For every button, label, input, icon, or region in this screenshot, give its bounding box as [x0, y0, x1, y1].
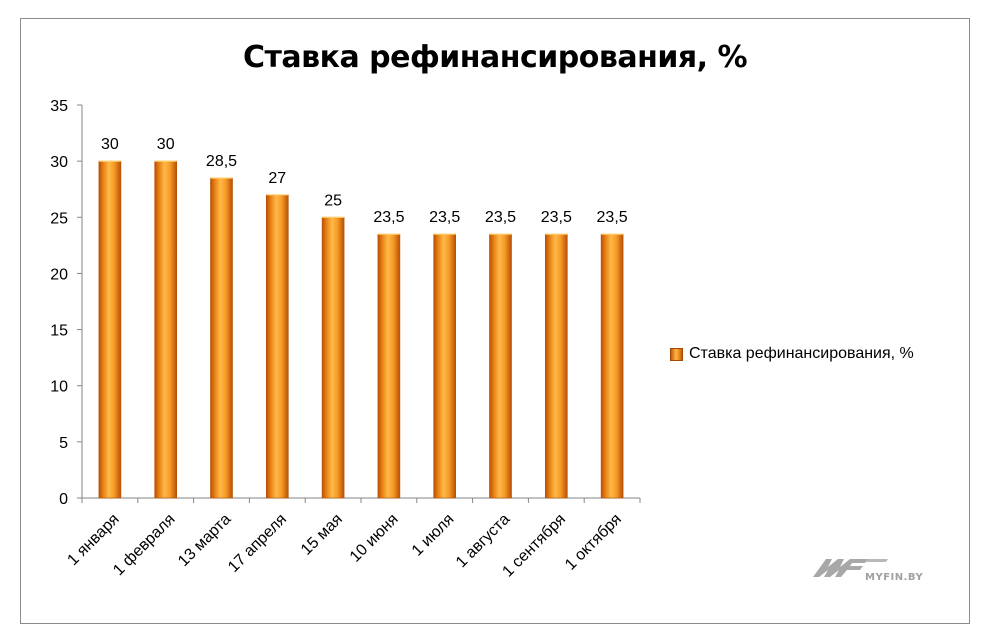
y-tick-label: 35 — [50, 98, 68, 115]
data-label: 23,5 — [541, 209, 572, 226]
bar — [433, 233, 457, 499]
legend: Ставка рефинансирования, % — [670, 345, 914, 363]
data-label: 25 — [324, 192, 342, 209]
y-tick-label: 30 — [50, 154, 68, 171]
y-tick-label: 15 — [50, 323, 68, 340]
y-tick-label: 25 — [50, 210, 68, 227]
bar — [154, 160, 177, 499]
legend-swatch — [670, 347, 683, 361]
x-tick-label: 15 мая — [298, 511, 346, 559]
data-label: 23,5 — [597, 209, 628, 226]
bar — [321, 216, 345, 499]
data-label: 28,5 — [206, 153, 237, 170]
bar — [265, 194, 289, 499]
y-tick-label: 10 — [50, 379, 68, 396]
data-label: 23,5 — [373, 209, 404, 226]
bar — [377, 233, 401, 499]
x-tick-label: 1 октября — [562, 511, 625, 574]
data-label: 23,5 — [485, 209, 516, 226]
x-tick-label: 1 июля — [409, 511, 458, 560]
bars — [98, 160, 624, 499]
bar — [98, 160, 122, 499]
x-tick-label: 10 июня — [347, 511, 402, 566]
data-label: 30 — [157, 136, 175, 153]
x-tick-label: 17 апреля — [225, 511, 290, 576]
bar — [210, 177, 233, 499]
watermark-text: MYFIN.BY — [865, 572, 924, 583]
bar — [544, 233, 568, 499]
data-label: 27 — [268, 170, 286, 187]
chart-title: Ставка рефинансирования, % — [242, 40, 748, 75]
x-tick-label: 13 марта — [175, 511, 234, 570]
myfin-logo — [813, 559, 888, 577]
y-tick-label: 5 — [59, 435, 68, 452]
legend-label: Ставка рефинансирования, % — [689, 345, 914, 362]
bar — [600, 233, 624, 499]
data-label: 30 — [101, 136, 119, 153]
data-label: 23,5 — [429, 209, 460, 226]
y-tick-label: 0 — [59, 491, 68, 508]
y-tick-label: 20 — [50, 266, 68, 283]
x-tick-label: 1 января — [64, 511, 122, 569]
x-tick-label: 1 августа — [453, 511, 513, 571]
bar — [489, 233, 512, 499]
